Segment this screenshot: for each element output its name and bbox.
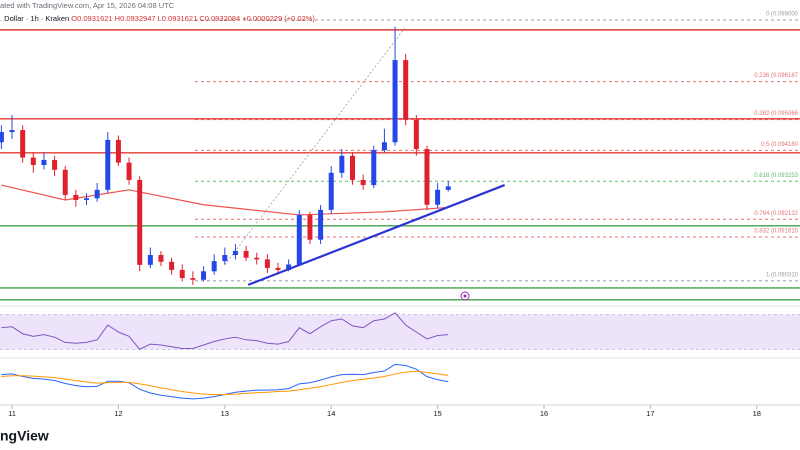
candle-body	[413, 119, 419, 150]
candle-body	[126, 162, 132, 180]
x-tick-label: 18	[753, 409, 761, 418]
candle-body	[328, 172, 334, 210]
candle-body	[0, 132, 4, 143]
candle-body	[296, 214, 302, 265]
fib-label: 0.236 (0.096187	[754, 73, 798, 79]
x-tick-label: 12	[114, 409, 122, 418]
candle-body	[30, 157, 36, 166]
candle-body	[9, 130, 15, 133]
candle-body	[73, 194, 79, 200]
rsi-line	[1, 312, 449, 350]
fib-label: 0.764 (0.092132	[754, 211, 798, 217]
candle-body	[275, 267, 281, 270]
x-tick-label: 17	[646, 409, 654, 418]
x-tick-label: 13	[221, 409, 229, 418]
candle-body	[318, 209, 324, 240]
alert-icon[interactable]	[460, 291, 470, 301]
logo: ngView	[0, 428, 49, 444]
candle-body	[349, 155, 355, 180]
symbol-info: . Dollar · 1h · Kraken O0.0931621 H0.093…	[0, 14, 315, 23]
candle-body	[158, 254, 164, 262]
candle-body	[190, 278, 196, 280]
change: +0.0000229 (+0.02%)	[242, 14, 315, 23]
candle-body	[307, 214, 313, 240]
candle-body	[339, 155, 345, 173]
candle-body	[94, 189, 100, 199]
candle-body	[201, 271, 207, 280]
moving-average	[1, 184, 449, 216]
candle-body	[169, 261, 175, 270]
fib-label: 0.618 (0.093253	[754, 173, 798, 179]
ohlc: O0.0931621 H0.0932947 L0.0931621 C0.0932…	[71, 14, 240, 23]
candle-body	[115, 139, 121, 163]
candle-body	[222, 254, 228, 262]
fib-label: 0 (0.098000	[766, 12, 799, 18]
candle-body	[179, 269, 185, 279]
candle-body	[105, 139, 111, 190]
candle-body	[243, 250, 249, 258]
symbol: . Dollar · 1h · Kraken	[0, 14, 69, 23]
candle-body	[232, 250, 238, 255]
candle-body	[137, 179, 143, 265]
candle-body	[264, 259, 270, 268]
plot-layer: 11 12 13 14 15 16 17 18 0 (0.098000 0.236 (0.0961…	[0, 12, 800, 418]
fib-label: 0.832 (0.091610	[754, 229, 798, 235]
candle-body	[20, 130, 26, 158]
fib-label: 0.382 (0.095066	[754, 111, 798, 117]
fib-trendline	[224, 27, 405, 266]
candle-body	[381, 142, 387, 151]
rsi-band	[0, 314, 800, 350]
macd-line	[1, 370, 449, 395]
trendline	[247, 184, 506, 286]
candle-body	[286, 264, 292, 270]
candle-body	[62, 169, 68, 195]
alert-icon-dot	[463, 294, 467, 298]
fib-label: 0.5 (0.094160	[761, 142, 799, 148]
candle-body	[84, 198, 90, 200]
candle-body	[41, 159, 47, 166]
x-tick-label: 11	[8, 409, 16, 418]
header-note: ated with TradingView.com, Apr 15, 2026 …	[0, 1, 175, 10]
candle-body	[445, 186, 451, 190]
candle-body	[360, 179, 366, 186]
candle-body	[403, 60, 409, 120]
candle-body	[254, 257, 260, 260]
candle-body	[52, 159, 58, 170]
x-tick-label: 14	[327, 409, 335, 418]
candle-body	[371, 150, 377, 186]
candle-body	[147, 254, 153, 265]
candle-body	[211, 261, 217, 272]
candle-body	[435, 189, 441, 205]
candle-body	[392, 60, 398, 143]
fib-label: 1 (0.090320	[766, 272, 799, 278]
candle-body	[424, 149, 430, 205]
x-tick-label: 16	[540, 409, 548, 418]
x-tick-label: 15	[433, 409, 441, 418]
